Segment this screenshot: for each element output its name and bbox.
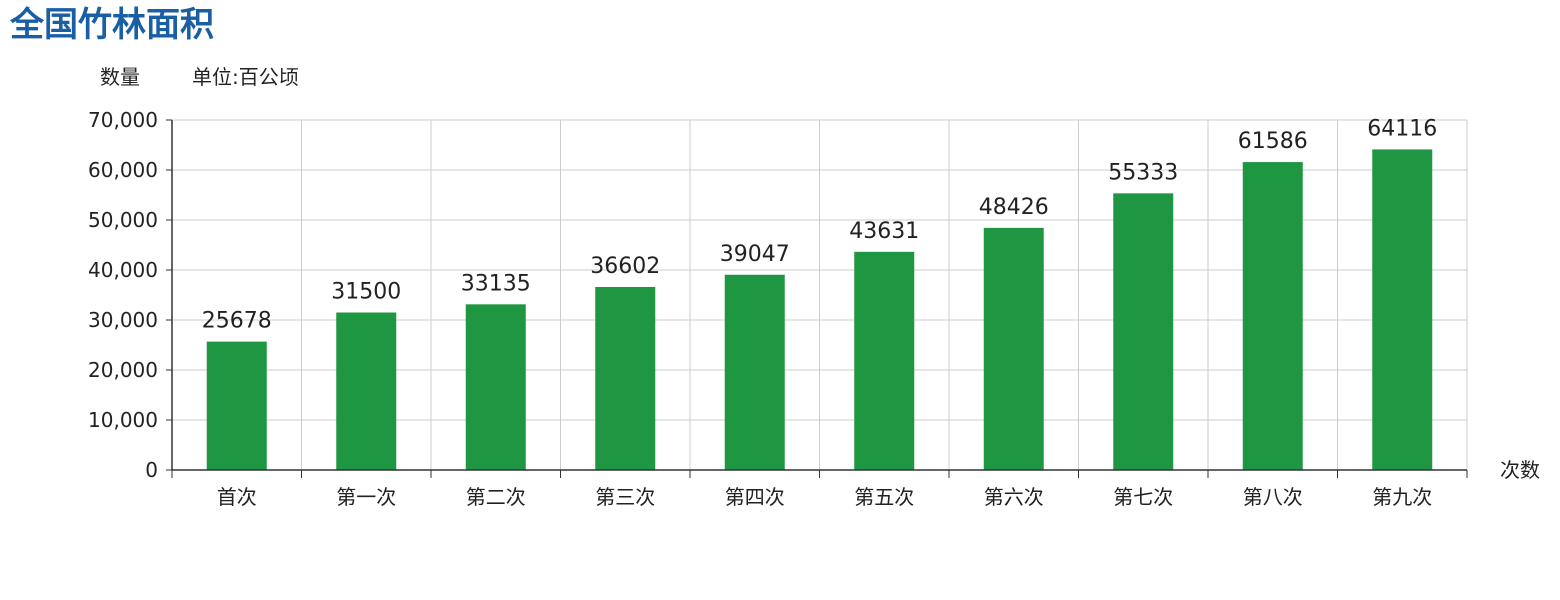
x-tick-label: 第八次 [1243,485,1303,509]
axes [166,119,1468,478]
data-label: 48426 [979,195,1049,220]
y-tick-label: 20,000 [88,358,158,382]
bar [595,286,656,470]
bar [724,274,785,470]
data-label: 43631 [849,219,919,244]
data-label: 36602 [590,254,660,279]
data-label: 25678 [202,309,272,334]
x-axis-label: 次数 [1500,458,1540,482]
y-tick-label: 60,000 [88,158,158,182]
x-tick-label: 第四次 [725,485,785,509]
bar [983,227,1044,470]
bar [1372,149,1433,471]
data-label: 31500 [331,280,401,305]
y-tick-label: 0 [145,458,158,482]
data-label: 55333 [1108,160,1178,185]
bar [854,251,915,470]
y-tick-label: 10,000 [88,408,158,432]
x-tick-label: 第三次 [595,485,655,509]
bar [336,312,397,470]
data-label: 39047 [720,242,790,267]
x-tick-label: 第二次 [466,485,526,509]
data-label: 61586 [1238,129,1308,154]
x-tick-label: 首次 [217,485,257,509]
bar [1113,193,1174,470]
bar [465,304,526,470]
y-tick-label: 30,000 [88,308,158,332]
x-tick-label: 第六次 [984,485,1044,509]
x-tick-label: 第一次 [336,485,396,509]
x-tick-label: 第九次 [1372,485,1432,509]
y-tick-label: 50,000 [88,208,158,232]
data-label: 64116 [1367,116,1437,141]
labels: 0 10,000 20,000 30,000 40,000 50,000 60,000 70,… [88,108,1437,509]
unit-label: 单位:百公顷 [192,65,299,89]
y-axis-label: 数量 [100,65,140,89]
x-tick-label: 第七次 [1113,485,1173,509]
y-tick-label: 40,000 [88,258,158,282]
x-tick-label: 第五次 [854,485,914,509]
bar [206,341,267,470]
bar [1242,162,1303,470]
bars [206,149,1433,471]
chart-title: 全国竹林面积 [10,5,214,45]
y-tick-label: 70,000 [88,108,158,132]
data-label: 33135 [461,271,531,296]
